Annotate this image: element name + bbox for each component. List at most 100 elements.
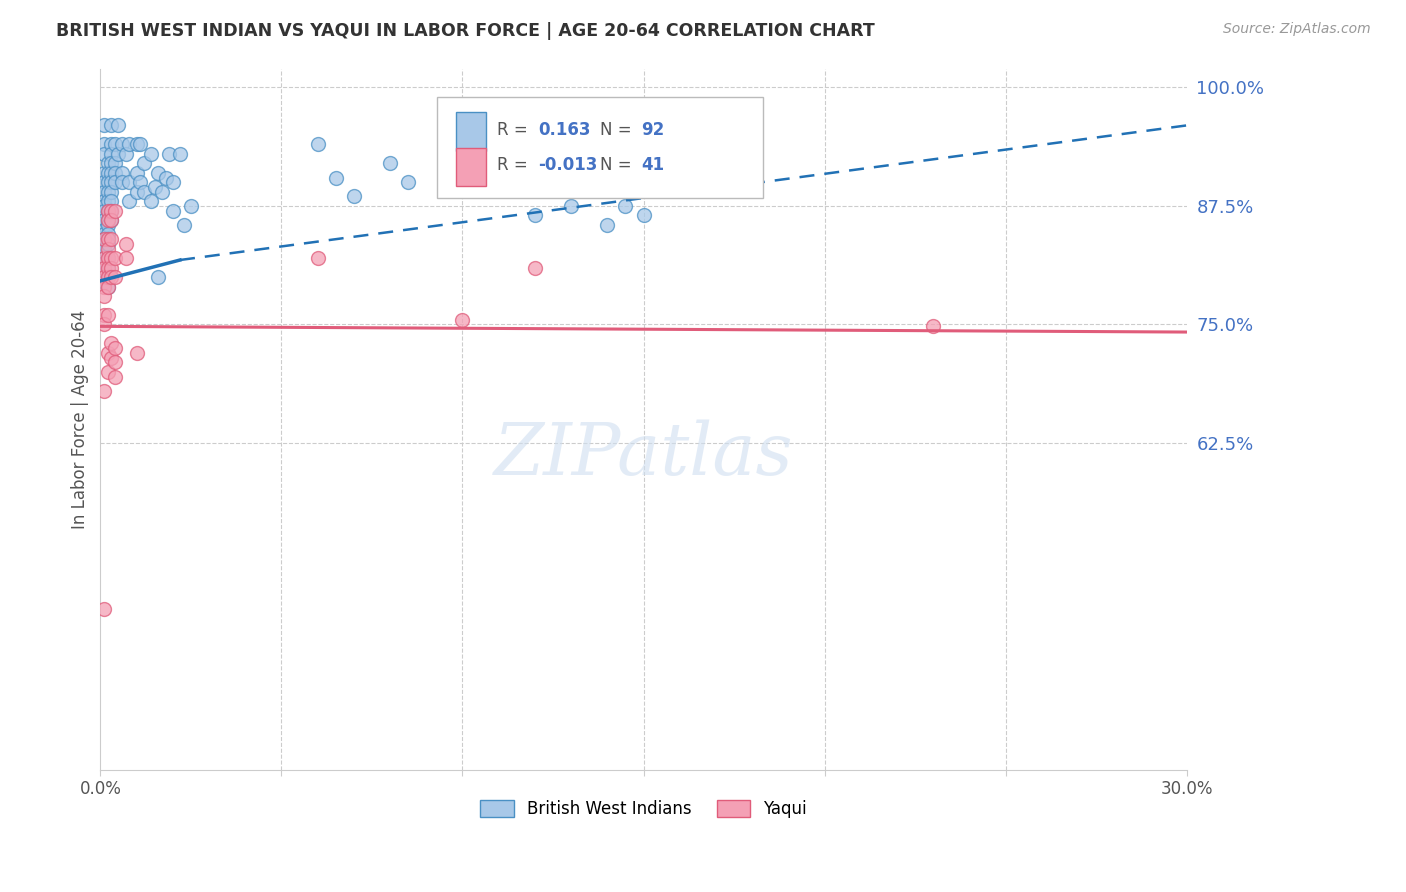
Point [97, 203, 120, 218]
Bar [456, 112, 486, 151]
Point [100, 232, 122, 246]
Point [93, 260, 115, 275]
Point [104, 355, 127, 369]
Point [93, 270, 115, 285]
Point [100, 336, 122, 351]
Point [93, 232, 115, 246]
Point [93, 279, 115, 293]
Text: ZIPatlas: ZIPatlas [494, 419, 793, 490]
Point [157, 146, 180, 161]
Point [93, 318, 115, 332]
Text: 92: 92 [641, 120, 665, 139]
Bar [456, 148, 486, 186]
Point [104, 251, 127, 265]
Point [93, 602, 115, 616]
Point [97, 270, 120, 285]
Point [180, 199, 202, 213]
Point [307, 251, 329, 265]
Point [97, 365, 120, 379]
Point [93, 166, 115, 180]
Point [93, 260, 115, 275]
Point [560, 199, 582, 213]
Point [614, 199, 637, 213]
Point [100, 185, 122, 199]
Point [396, 175, 419, 189]
Point [139, 194, 162, 209]
Point [93, 146, 115, 161]
Point [107, 119, 129, 133]
Point [173, 218, 195, 232]
Point [523, 209, 546, 223]
Point [97, 232, 120, 246]
Point [93, 119, 115, 133]
Point [139, 146, 162, 161]
Point [104, 156, 127, 170]
Point [97, 279, 120, 293]
Point [97, 260, 120, 275]
Point [129, 175, 152, 189]
Point [162, 175, 184, 189]
Point [104, 166, 127, 180]
Point [93, 251, 115, 265]
FancyBboxPatch shape [437, 96, 763, 198]
Point [111, 137, 134, 152]
Point [93, 137, 115, 152]
Point [150, 185, 173, 199]
Point [100, 203, 122, 218]
Point [93, 236, 115, 251]
Point [125, 166, 148, 180]
Y-axis label: In Labor Force | Age 20-64: In Labor Force | Age 20-64 [72, 310, 89, 529]
Text: 0.163: 0.163 [538, 120, 591, 139]
Point [100, 175, 122, 189]
Point [132, 156, 155, 170]
Point [148, 270, 170, 285]
Point [162, 203, 184, 218]
Point [325, 170, 347, 185]
Point [93, 270, 115, 285]
Point [93, 256, 115, 270]
Text: BRITISH WEST INDIAN VS YAQUI IN LABOR FORCE | AGE 20-64 CORRELATION CHART: BRITISH WEST INDIAN VS YAQUI IN LABOR FO… [56, 22, 875, 40]
Point [93, 175, 115, 189]
Point [111, 175, 134, 189]
Point [596, 218, 619, 232]
Point [107, 146, 129, 161]
Point [93, 289, 115, 303]
Point [97, 185, 120, 199]
Point [93, 203, 115, 218]
Point [97, 251, 120, 265]
Point [118, 194, 141, 209]
Point [97, 236, 120, 251]
Point [100, 203, 122, 218]
Point [129, 137, 152, 152]
Point [104, 137, 127, 152]
Point [97, 242, 120, 256]
Point [93, 194, 115, 209]
Text: R =: R = [496, 120, 533, 139]
Point [118, 175, 141, 189]
Text: 41: 41 [641, 156, 665, 174]
Point [93, 222, 115, 236]
Point [100, 270, 122, 285]
Point [633, 209, 655, 223]
Point [343, 189, 366, 203]
Point [125, 346, 148, 360]
Point [104, 369, 127, 384]
Point [118, 137, 141, 152]
Point [451, 312, 474, 326]
Point [97, 156, 120, 170]
Point [100, 119, 122, 133]
Point [104, 203, 127, 218]
Point [169, 146, 191, 161]
Point [132, 185, 155, 199]
Point [97, 175, 120, 189]
Point [307, 137, 329, 152]
Point [100, 137, 122, 152]
Text: R =: R = [496, 156, 533, 174]
Point [93, 199, 115, 213]
Point [100, 260, 122, 275]
Point [155, 170, 177, 185]
Text: Source: ZipAtlas.com: Source: ZipAtlas.com [1223, 22, 1371, 37]
Point [97, 213, 120, 227]
Legend: British West Indians, Yaqui: British West Indians, Yaqui [474, 793, 814, 825]
Point [97, 203, 120, 218]
